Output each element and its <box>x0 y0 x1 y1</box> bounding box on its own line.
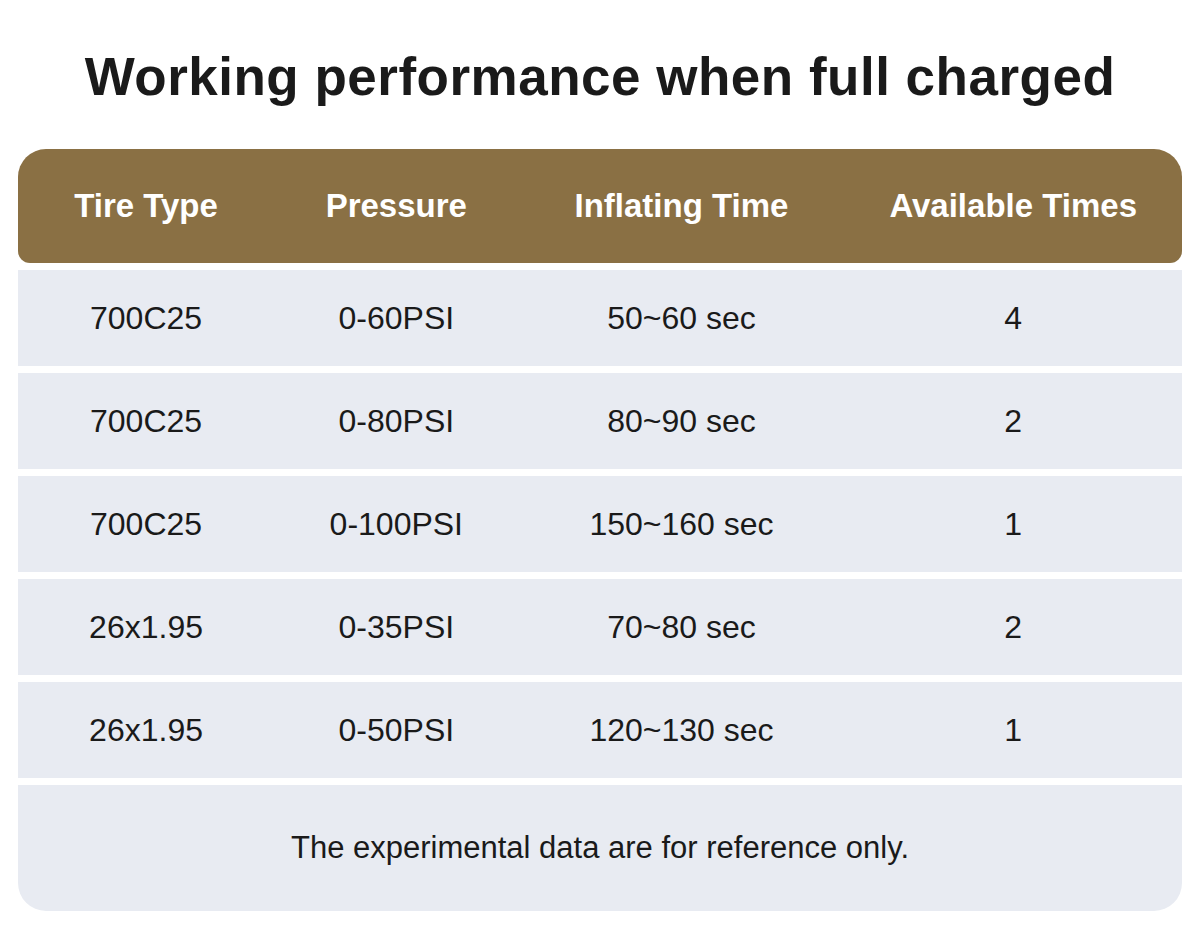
cell-pressure: 0-60PSI <box>274 300 518 337</box>
performance-table: Tire Type Pressure Inflating Time Availa… <box>18 149 1182 911</box>
cell-inflating-time: 80~90 sec <box>519 403 845 440</box>
cell-available-times: 2 <box>844 403 1182 440</box>
cell-inflating-time: 120~130 sec <box>519 712 845 749</box>
cell-inflating-time: 150~160 sec <box>519 506 845 543</box>
cell-pressure: 0-100PSI <box>274 506 518 543</box>
column-header-tire-type: Tire Type <box>18 187 274 225</box>
cell-tire-type: 26x1.95 <box>18 609 274 646</box>
table-row: 26x1.95 0-50PSI 120~130 sec 1 <box>18 682 1182 778</box>
cell-available-times: 1 <box>844 506 1182 543</box>
column-header-available-times: Available Times <box>844 187 1182 225</box>
table-row: 26x1.95 0-35PSI 70~80 sec 2 <box>18 579 1182 675</box>
column-header-pressure: Pressure <box>274 187 518 225</box>
cell-pressure: 0-50PSI <box>274 712 518 749</box>
table-header-row: Tire Type Pressure Inflating Time Availa… <box>18 149 1182 263</box>
cell-inflating-time: 50~60 sec <box>519 300 845 337</box>
column-header-inflating-time: Inflating Time <box>519 187 845 225</box>
cell-pressure: 0-80PSI <box>274 403 518 440</box>
cell-tire-type: 26x1.95 <box>18 712 274 749</box>
cell-tire-type: 700C25 <box>18 506 274 543</box>
footnote-row: The experimental data are for reference … <box>18 785 1182 911</box>
cell-tire-type: 700C25 <box>18 403 274 440</box>
cell-available-times: 4 <box>844 300 1182 337</box>
footnote-text: The experimental data are for reference … <box>291 830 909 866</box>
cell-inflating-time: 70~80 sec <box>519 609 845 646</box>
table-row: 700C25 0-100PSI 150~160 sec 1 <box>18 476 1182 572</box>
table-row: 700C25 0-80PSI 80~90 sec 2 <box>18 373 1182 469</box>
cell-available-times: 2 <box>844 609 1182 646</box>
cell-available-times: 1 <box>844 712 1182 749</box>
table-row: 700C25 0-60PSI 50~60 sec 4 <box>18 270 1182 366</box>
cell-tire-type: 700C25 <box>18 300 274 337</box>
cell-pressure: 0-35PSI <box>274 609 518 646</box>
page-title: Working performance when full charged <box>0 46 1200 107</box>
